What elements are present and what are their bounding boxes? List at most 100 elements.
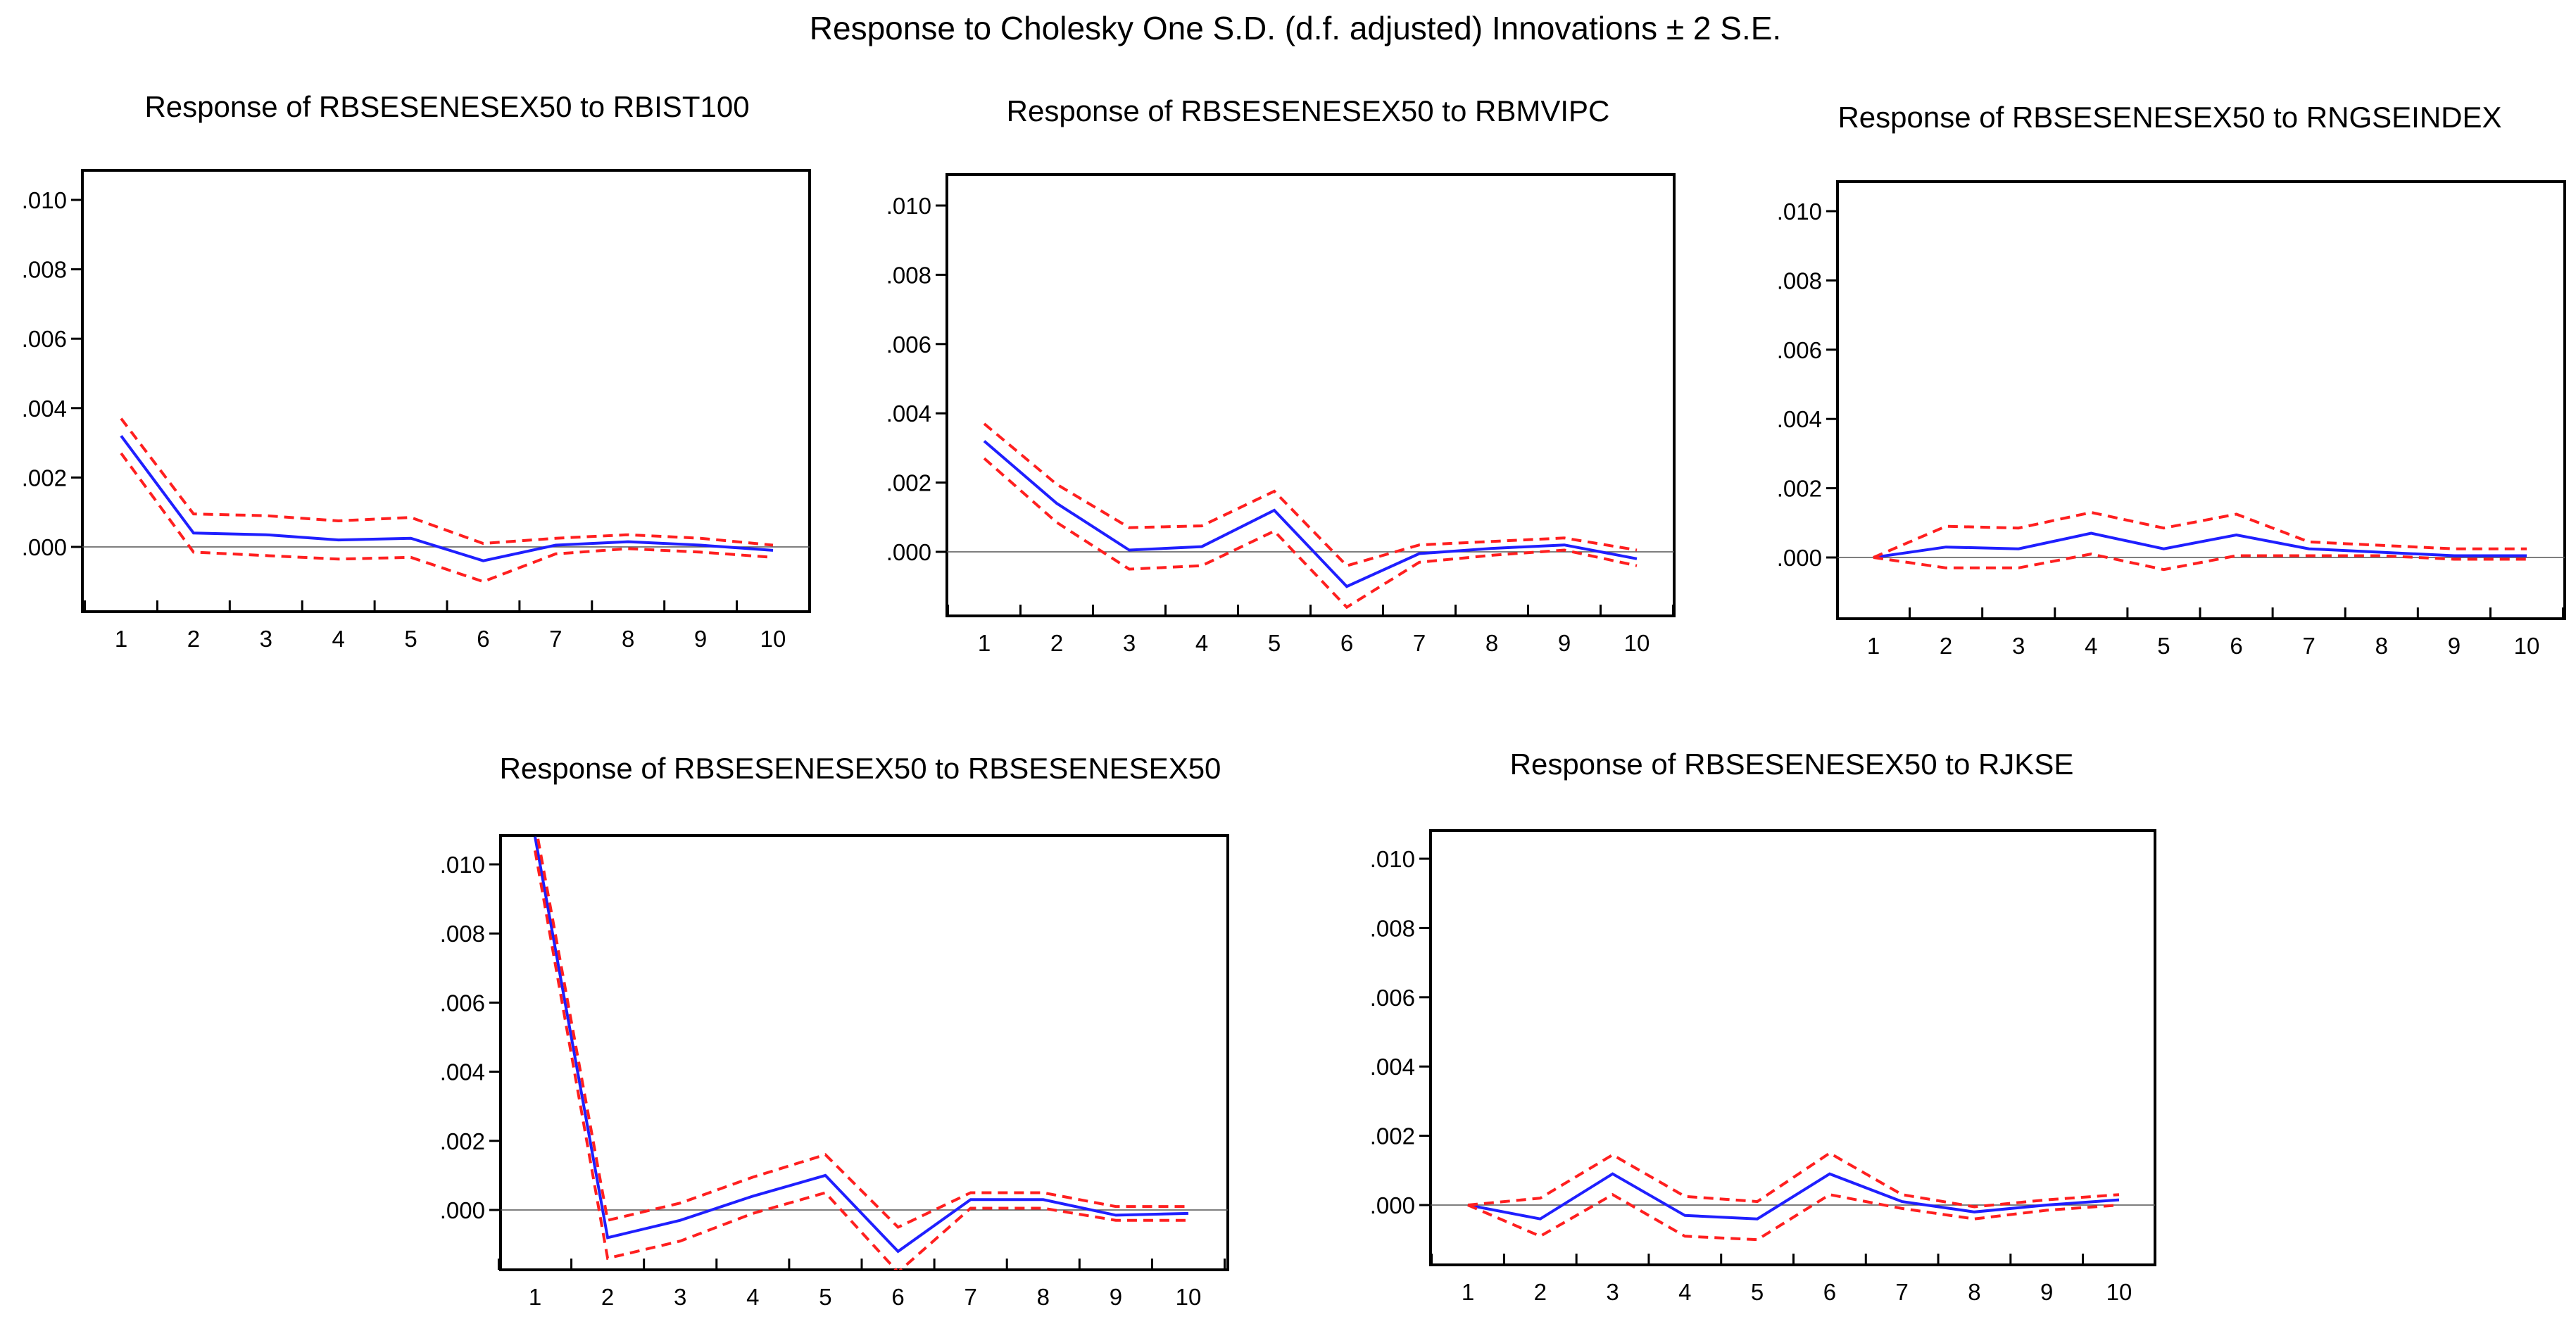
x-tick-label: 10 [2106,1279,2132,1305]
y-tick-label: .004 [1777,406,1822,432]
chart-title: Response of RBSESENESEX50 to RBMVIPC [1007,94,1610,127]
x-tick-label: 7 [1413,630,1426,656]
x-tick-label: 3 [260,626,272,652]
y-tick-label: .006 [1777,337,1822,363]
x-tick-label: 5 [2157,633,2170,659]
y-tick-label: .006 [1370,985,1415,1011]
chart-title: Response of RBSESENESEX50 to RNGSEINDEX [1837,101,2501,134]
x-tick-label: 2 [1050,630,1063,656]
x-tick-label: 8 [1968,1279,1980,1305]
x-tick-label: 4 [1195,630,1208,656]
y-tick-label: .004 [440,1059,485,1085]
response-series-line [120,435,774,562]
y-tick-label: .002 [22,465,67,491]
y-tick-label: .010 [1370,846,1415,872]
chart-panel-rbsesenesex50: Response of RBSESENESEX50 to RBSESENESEX… [440,752,1229,1310]
lower-band-line [1873,553,2527,572]
y-tick-label: .000 [1777,545,1822,571]
x-tick-label: 5 [404,626,417,652]
y-tick-label: .000 [1370,1192,1415,1218]
y-tick-label: .000 [22,534,67,560]
y-tick-label: .006 [440,990,485,1016]
x-tick-label: 9 [694,626,707,652]
x-tick-label: 8 [622,626,634,652]
x-tick-label: 5 [1268,630,1281,656]
x-tick-label: 10 [1176,1284,1202,1310]
figure-title: Response to Cholesky One S.D. (d.f. adju… [810,10,1781,46]
chart-title: Response of RBSESENESEX50 to RBSESENESEX… [500,752,1221,785]
y-tick-label: .002 [1370,1123,1415,1149]
x-tick-label: 1 [1462,1279,1474,1305]
x-tick-label: 3 [1123,630,1136,656]
y-tick-label: .002 [440,1128,485,1154]
response-series-line [1467,1172,2120,1221]
y-tick-label: .002 [886,470,931,496]
y-tick-label: .000 [886,539,931,565]
upper-band-line [983,422,1638,567]
y-tick-label: .010 [22,187,67,213]
x-tick-label: 6 [1340,630,1353,656]
x-tick-label: 9 [1110,1284,1122,1310]
x-tick-label: 1 [1867,633,1880,659]
x-tick-label: 5 [819,1284,831,1310]
response-series-line [534,836,1189,1254]
y-tick-label: .006 [886,332,931,358]
x-tick-label: 8 [2375,633,2388,659]
y-tick-label: .006 [22,326,67,352]
x-tick-label: 3 [2012,633,2025,659]
y-tick-label: .008 [22,257,67,283]
y-tick-label: .004 [1370,1054,1415,1080]
plot-frame [499,834,1229,1271]
x-tick-label: 7 [964,1284,976,1310]
y-tick-label: .008 [440,921,485,947]
y-tick-label: .004 [886,401,931,427]
x-tick-label: 3 [1606,1279,1619,1305]
x-tick-label: 7 [1895,1279,1908,1305]
x-tick-label: 4 [1678,1279,1691,1305]
y-tick-label: .010 [1777,198,1822,225]
x-tick-label: 8 [1037,1284,1050,1310]
lower-band-line [1467,1192,2120,1242]
x-tick-label: 2 [187,626,200,652]
plot-frame [1836,180,2566,620]
y-tick-label: .008 [886,262,931,288]
x-tick-label: 2 [1940,633,1952,659]
x-tick-label: 8 [1485,630,1498,656]
x-tick-label: 6 [1823,1279,1836,1305]
x-tick-label: 9 [1558,630,1571,656]
y-tick-label: .004 [22,396,67,422]
x-tick-label: 2 [601,1284,614,1310]
x-tick-label: 7 [549,626,562,652]
lower-band-line [120,452,774,584]
x-tick-label: 6 [477,626,489,652]
chart-panel-rbmvipc: Response of RBSESENESEX50 to RBMVIPC .00… [886,94,1676,656]
x-tick-label: 9 [2040,1279,2053,1305]
x-tick-label: 4 [746,1284,759,1310]
x-tick-label: 10 [760,626,786,652]
x-tick-label: 1 [529,1284,541,1310]
y-tick-label: .002 [1777,476,1822,502]
x-tick-label: 10 [2514,633,2540,659]
x-tick-label: 1 [978,630,991,656]
plot-frame [1429,829,2156,1266]
y-tick-label: .000 [440,1197,485,1223]
x-tick-label: 5 [1751,1279,1764,1305]
y-tick-label: .010 [886,193,931,219]
chart-panel-rjkse: Response of RBSESENESEX50 to RJKSE .000.… [1370,748,2156,1305]
chart-panel-rngseindex: Response of RBSESENESEX50 to RNGSEINDEX … [1777,101,2566,659]
x-tick-label: 9 [2448,633,2461,659]
x-tick-label: 3 [674,1284,686,1310]
response-series-line [1873,531,2527,559]
upper-band-line [1873,510,2527,559]
x-tick-label: 6 [891,1284,904,1310]
chart-title: Response of RBSESENESEX50 to RJKSE [1510,748,2074,781]
upper-band-line [120,417,774,547]
response-series-line [983,440,1638,588]
x-tick-label: 2 [1534,1279,1547,1305]
x-tick-label: 7 [2302,633,2315,659]
x-tick-label: 1 [115,626,127,652]
x-tick-label: 4 [2085,633,2097,659]
lower-band-line [983,457,1638,610]
upper-band-line [536,836,1188,1229]
